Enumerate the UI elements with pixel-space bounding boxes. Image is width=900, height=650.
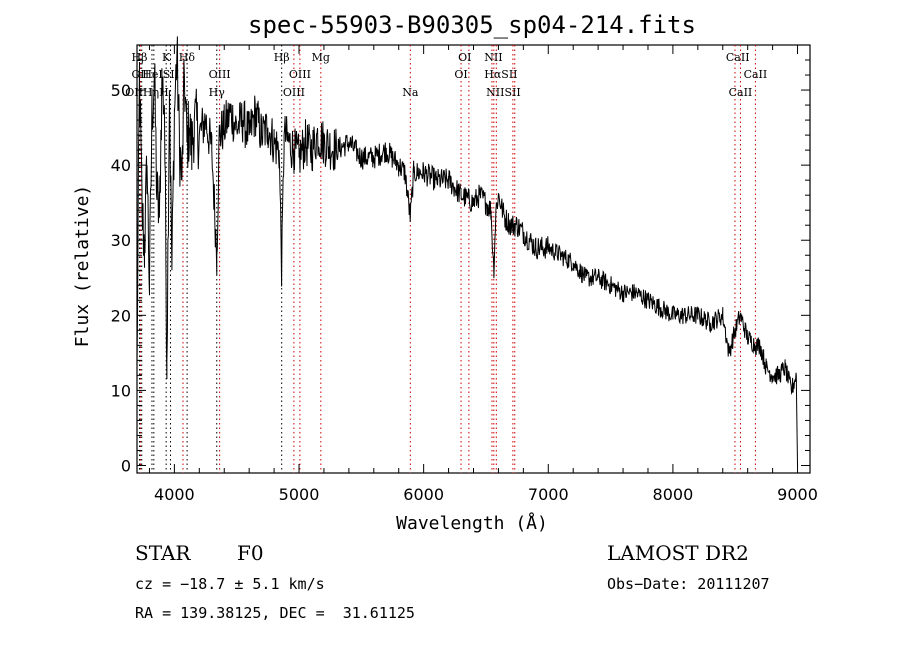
object-class: STAR — [135, 541, 191, 565]
sky-coordinates: RA = 139.38125, DEC = 31.61125 — [135, 604, 415, 622]
line-label: OI — [454, 68, 467, 81]
line-label: Hδ — [179, 51, 196, 64]
emission-line-markers — [138, 45, 756, 473]
x-tick-label: 9000 — [777, 485, 818, 504]
line-label: Na — [402, 86, 419, 99]
line-label: CaII — [726, 51, 750, 64]
y-tick-label: 50 — [111, 81, 131, 100]
plot-frame — [136, 44, 811, 474]
line-label: OIII — [283, 86, 305, 99]
line-label: CaII — [729, 86, 753, 99]
y-tick-label: 0 — [121, 456, 131, 475]
line-label: Mg — [312, 51, 330, 64]
line-label: HeISII — [142, 68, 179, 81]
line-label: CaII — [744, 68, 768, 81]
line-label: Hγ — [209, 86, 226, 99]
line-label: OII — [132, 68, 150, 81]
observation-date: Obs−Date: 20111207 — [607, 575, 770, 593]
line-label: OIII — [289, 68, 311, 81]
x-axis: 4000 5000 6000 7000 8000 9000 — [148, 45, 818, 504]
y-tick-label: 10 — [111, 381, 131, 400]
line-label: OIIHηH — [125, 86, 168, 99]
x-tick-label: 8000 — [653, 485, 694, 504]
object-subclass: F0 — [237, 541, 264, 565]
chart-title: spec-55903-B90305_sp04-214.fits — [248, 11, 696, 39]
x-axis-label: Wavelength (Å) — [396, 512, 548, 534]
line-label: Hβ — [132, 51, 148, 64]
x-tick-label: 4000 — [154, 485, 195, 504]
y-tick-label: 40 — [111, 156, 131, 175]
line-label: OIII — [209, 68, 231, 81]
spectrum-series-line — [136, 36, 798, 466]
line-label: Hβ — [274, 51, 290, 64]
x-tick-label: 5000 — [279, 485, 320, 504]
line-label: NII — [484, 51, 502, 64]
y-axis-label: Flux (relative) — [72, 185, 93, 348]
x-tick-label: 6000 — [403, 485, 444, 504]
line-label: OI — [458, 51, 471, 64]
redshift-velocity: cz = −18.7 ± 5.1 km/s — [135, 575, 325, 593]
line-label: NIISII — [486, 86, 521, 99]
y-tick-label: 20 — [111, 306, 131, 325]
x-tick-label: 7000 — [528, 485, 569, 504]
survey-name: LAMOST DR2 — [607, 541, 749, 565]
line-label: HαSII — [484, 68, 517, 81]
y-tick-label: 30 — [111, 231, 131, 250]
y-axis: 0 10 20 30 40 50 — [111, 59, 810, 475]
line-label: K — [162, 51, 171, 64]
